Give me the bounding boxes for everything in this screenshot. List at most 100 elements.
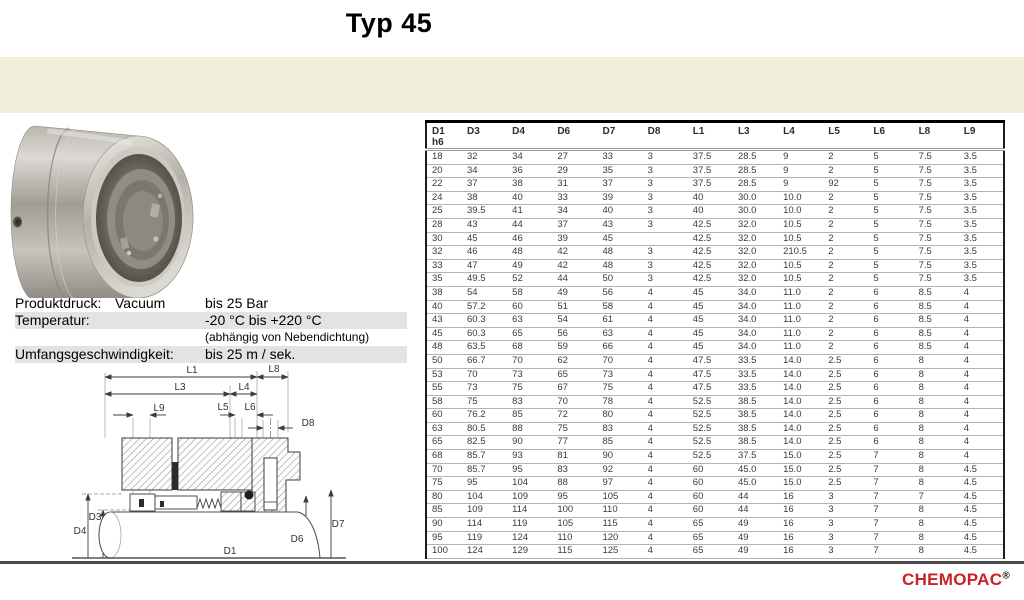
table-cell: 10.5	[778, 232, 824, 247]
table-cell: 33	[597, 149, 643, 165]
table-cell: 4	[642, 422, 688, 437]
table-cell: 63.5	[462, 340, 508, 355]
table-cell: 11.0	[778, 327, 824, 342]
table-cell: 8	[913, 408, 959, 423]
table-cell: 8	[913, 449, 959, 464]
table-cell: 6	[868, 313, 914, 328]
table-cell: 60	[687, 463, 733, 478]
table-row: 65 82.5 90 77 85 4 52.5 38.5 14.0 2.5 6 8 4	[426, 435, 1004, 451]
table-cell: 83	[552, 463, 598, 478]
table-cell: 4	[642, 354, 688, 369]
table-cell: 9	[778, 177, 824, 192]
table-cell: 39	[552, 232, 598, 247]
table-cell: 14.0	[778, 381, 824, 396]
table-cell: 11.0	[778, 313, 824, 328]
table-cell: 2	[823, 245, 869, 260]
table-cell: 32	[462, 149, 508, 165]
spec-value: bis 25 Bar	[205, 295, 269, 311]
table-cell: 5	[868, 232, 914, 247]
table-cell: 3.5	[958, 245, 1004, 260]
table-cell: 75	[552, 422, 598, 437]
table-cell: 52.5	[687, 435, 733, 451]
table-cell: 7	[868, 476, 914, 491]
table-cell: 7	[868, 544, 914, 559]
table-cell: 114	[462, 517, 508, 532]
table-cell: 57.2	[462, 300, 508, 315]
table-cell: 2.5	[823, 368, 869, 383]
table-cell: 63	[426, 422, 462, 437]
table-cell: 124	[507, 531, 553, 546]
spec-row-note: (abhängig von Nebendichtung)	[15, 329, 407, 346]
table-cell: 97	[597, 476, 643, 491]
table-cell: 7	[868, 503, 914, 519]
table-cell: 38	[426, 286, 462, 301]
table-row: 33 47 49 42 48 3 42.5 32.0 10.5 2 5 7.5 3.5	[426, 259, 1004, 274]
table-cell: 6	[868, 286, 914, 301]
table-cell: 56	[597, 286, 643, 301]
table-row: 32 46 48 42 48 3 42.5 32.0 210.5 2 5 7.5 3.5	[426, 245, 1004, 260]
table-cell: 10.0	[778, 191, 824, 206]
table-cell: 7.5	[913, 164, 959, 179]
table-cell: 3	[642, 259, 688, 274]
table-cell: 48	[507, 245, 553, 260]
table-cell: 31	[552, 177, 598, 192]
table-cell: 4	[958, 354, 1004, 369]
table-cell: 3	[642, 218, 688, 233]
table-cell: 4	[958, 286, 1004, 301]
product-photo	[10, 125, 194, 298]
table-row: 75 95 104 88 97 4 60 45.0 15.0 2.5 7 8 4.5	[426, 476, 1004, 491]
table-cell: 4	[958, 422, 1004, 437]
table-cell: 4.5	[958, 490, 1004, 505]
table-cell: 14.0	[778, 435, 824, 451]
dimensions-table: D1 h6 D3 D4 D6 D7 D8 L1 L3 L4 L5 L6 L8 L9 18 32 34 27 33 3…	[425, 120, 1005, 559]
table-cell: 60.3	[462, 313, 508, 328]
table-cell: 80.5	[462, 422, 508, 437]
table-cell: 34	[462, 164, 508, 179]
table-row: 68 85.7 93 81 90 4 52.5 37.5 15.0 2.5 7 8 4	[426, 449, 1004, 464]
table-cell: 70	[597, 354, 643, 369]
table-cell: 92	[597, 463, 643, 478]
table-cell: 3	[823, 490, 869, 505]
table-cell: 3.5	[958, 204, 1004, 219]
table-cell: 59	[552, 340, 598, 355]
table-cell: 50	[426, 354, 462, 369]
table-cell: 53	[426, 368, 462, 383]
table-cell: 28	[426, 218, 462, 233]
shaft-section	[72, 511, 346, 559]
table-cell: 28.5	[732, 149, 779, 165]
table-cell: 5	[868, 204, 914, 219]
table-cell: 35	[426, 272, 462, 287]
table-cell: 61	[597, 313, 643, 328]
column-header: D7	[597, 121, 643, 151]
table-cell: 2	[823, 164, 869, 179]
table-cell: 88	[552, 476, 598, 491]
dim-label-l1: L1	[186, 365, 198, 376]
table-cell: 3.5	[958, 272, 1004, 287]
table-cell: 42.5	[687, 259, 733, 274]
table-cell: 90	[426, 517, 462, 532]
table-cell: 10.0	[778, 204, 824, 219]
table-cell: 7.5	[913, 177, 959, 192]
table-cell: 40	[687, 204, 733, 219]
table-cell: 8.5	[913, 340, 959, 355]
dim-label-d7: D7	[332, 519, 345, 530]
table-cell: 46	[462, 245, 508, 260]
table-row: 53 70 73 65 73 4 47.5 33.5 14.0 2.5 6 8 4	[426, 368, 1004, 383]
table-cell: 65	[552, 368, 598, 383]
table-cell: 11.0	[778, 300, 824, 315]
table-cell: 30.0	[732, 191, 779, 206]
table-cell: 88	[507, 422, 553, 437]
table-cell: 3	[823, 544, 869, 559]
table-cell: 37.5	[687, 177, 733, 192]
page-title: Typ 45	[345, 8, 433, 38]
table-cell: 95	[552, 490, 598, 505]
table-cell: 4.5	[958, 463, 1004, 478]
table-cell: 105	[597, 490, 643, 505]
table-cell: 47	[462, 259, 508, 274]
table-cell: 52.5	[687, 449, 733, 464]
spec-label: Umfangsgeschwindigkeit:	[15, 346, 174, 362]
table-cell: 75	[426, 476, 462, 491]
table-cell: 3.5	[958, 232, 1004, 247]
table-cell: 8	[913, 435, 959, 451]
table-cell: 8	[913, 368, 959, 383]
